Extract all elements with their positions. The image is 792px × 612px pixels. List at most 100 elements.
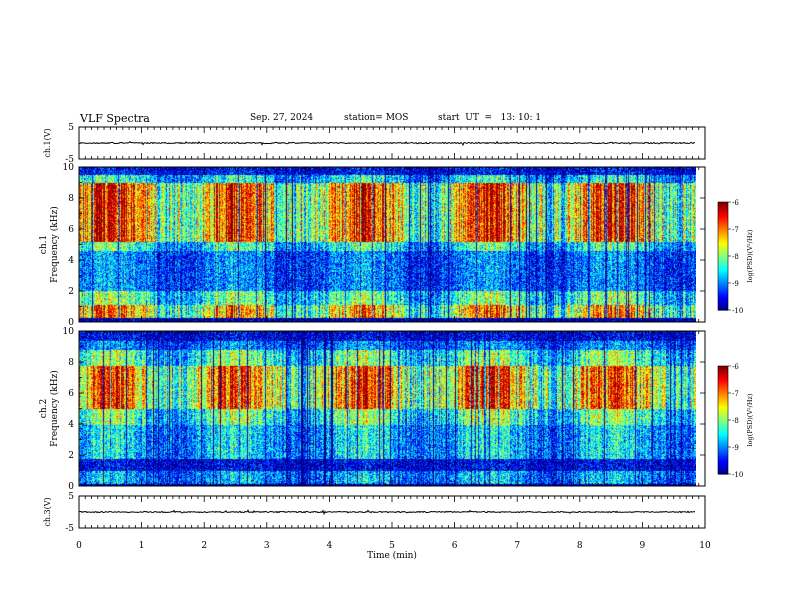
ch2-spectrogram-colorbar-cell — [718, 457, 728, 461]
ch2-spectrogram-colorbar-cell — [718, 384, 728, 387]
ch2-spectrogram-colorbar-cell — [718, 421, 728, 425]
ch2-spectrogram-colorbar-cell — [718, 434, 728, 437]
ch1-spectrogram-colorbar-cell — [718, 284, 728, 288]
ch2-spectrogram-colorbar-cell — [718, 466, 728, 470]
ch2-spectrogram-colorbar-cell — [718, 396, 728, 399]
ch1-spectrogram-colorbar-tick-label: -9 — [732, 280, 739, 288]
ch2-spectrogram-colorbar-cell — [718, 387, 728, 390]
station-label: station= MOS — [344, 113, 409, 123]
ch2-spectrogram-colorbar-cell — [718, 412, 728, 416]
ch2-spectrogram-colorbar-cell — [718, 456, 728, 459]
ch1-spectrogram-colorbar-cell — [718, 252, 728, 255]
xaxis-tick-label: 7 — [514, 541, 520, 551]
ch2-spectrogram-colorbar-cell — [718, 402, 728, 405]
ch2-spectrogram-colorbar-cell — [718, 430, 728, 434]
ch2-spectrogram-colorbar-cell — [718, 385, 728, 389]
ch2-spectrogram-colorbar-cell — [718, 452, 728, 455]
ch2-spectrogram-ytick-label: 0 — [68, 482, 74, 492]
ch2-spectrogram-colorbar-cell — [718, 367, 728, 371]
ch3-waveform-ytick-label: 5 — [68, 492, 74, 502]
ch1-spectrogram-colorbar-cell — [718, 216, 728, 219]
ch3-ylabel: ch.3(V) — [43, 497, 52, 526]
ch1-spectrogram-colorbar-cell — [718, 229, 728, 232]
ch1-spectrogram-ytick-label: 8 — [68, 194, 74, 204]
ch1-spectrogram-colorbar-cell — [718, 202, 728, 205]
ch1-spectrogram-colorbar-cell — [718, 207, 728, 210]
ch2-spectrogram-colorbar-cell — [718, 376, 728, 380]
ch2-spectrogram-colorbar-cell — [718, 423, 728, 426]
ch1-spectrogram-colorbar-cell — [718, 243, 728, 246]
ch2-spectrogram-colorbar-cell — [718, 391, 728, 394]
ch1-spectrogram-colorbar-cell — [718, 297, 728, 300]
ch2-spectrogram-colorbar-cell — [718, 438, 728, 441]
ch2-spectrogram-colorbar-cell — [718, 459, 728, 462]
xaxis-tick-label: 8 — [577, 541, 583, 551]
ch2-spectrogram-colorbar-cell — [718, 375, 728, 378]
ch1-spectrogram-colorbar-cell — [718, 254, 728, 257]
xaxis-tick-label: 4 — [327, 541, 333, 551]
ch2-spectrogram-colorbar-cell — [718, 439, 728, 443]
ch1-spectrogram-ytick-label: 6 — [68, 225, 74, 235]
ch2-spectrogram-colorbar-cell — [718, 416, 728, 419]
ch2-spectrogram-colorbar-cell — [718, 378, 728, 381]
ch1-spectrogram-colorbar-cell — [718, 268, 728, 271]
ch1-spectrogram-colorbar-cell — [718, 274, 728, 277]
ch1-spectrogram-colorbar-cell — [718, 257, 728, 261]
ch2-spectrogram-colorbar-cell — [718, 394, 728, 398]
ch1-spectrogram-colorbar-cell — [718, 265, 728, 268]
ch1-spectrogram-ytick-label: 0 — [68, 318, 74, 328]
ch2-spectrogram-colorbar-cell — [718, 443, 728, 446]
ch1-spectrogram-colorbar-cell — [718, 301, 728, 304]
ch1-spectrogram-ytick-label: 2 — [68, 287, 74, 297]
xaxis-tick-label: 6 — [452, 541, 458, 551]
ch2-spectrogram-colorbar-cell — [718, 373, 728, 376]
ch2-spectrogram-ytick-label: 4 — [68, 420, 74, 430]
ch1-spectrogram-colorbar-cell — [718, 212, 728, 216]
ch2-spectrogram-colorbar-cell — [718, 420, 728, 423]
ch1-spectrogram-colorbar-cell — [718, 220, 728, 223]
ch1-spectrogram-colorbar-tick-label: -7 — [732, 226, 739, 234]
ch2-spectrogram-colorbar-cell — [718, 393, 728, 396]
ch1-spectrogram-colorbar-cell — [718, 290, 728, 293]
ch2-spectrogram-colorbar-cell — [718, 432, 728, 435]
ch1-spectrogram-colorbar-cell — [718, 209, 728, 212]
ch1-spectrogram-colorbar-cell — [718, 299, 728, 302]
ch1-spectrogram-colorbar-cell — [718, 234, 728, 237]
ch1-spectrogram-colorbar-cell — [718, 227, 728, 230]
ch1-spectrogram-colorbar-cell — [718, 286, 728, 289]
ch1-spectrogram-colorbar-cell — [718, 281, 728, 284]
start-ut-label: start UT = 13: 10: 1 — [438, 113, 542, 123]
ch2-spectrogram-colorbar-cell — [718, 389, 728, 392]
ch1-spectrogram-colorbar-cell — [718, 261, 728, 264]
ch2-spectrogram-colorbar-label: log(PSD)(V²/Hz) — [746, 393, 754, 446]
ch1-spectrogram-colorbar-cell — [718, 306, 728, 309]
ch2-spectrogram-ytick-label: 2 — [68, 451, 74, 461]
ch2-spectrogram-colorbar-cell — [718, 369, 728, 372]
ch2-spectrogram-colorbar-cell — [718, 400, 728, 403]
ch1-spectrogram-colorbar-cell — [718, 304, 728, 307]
ch2-spectrogram-colorbar-cell — [718, 366, 728, 369]
ch1-spectrogram-colorbar-cell — [718, 263, 728, 266]
ch1-spectrogram-colorbar-cell — [718, 223, 728, 226]
ch2-spectrogram-colorbar-tick-label: -8 — [732, 417, 739, 425]
ch2-spectrogram-colorbar-cell — [718, 425, 728, 428]
ch2-spectrogram-colorbar-cell — [718, 454, 728, 457]
ch1-spectrogram-colorbar-cell — [718, 288, 728, 291]
ch2-spectrogram-colorbar-cell — [718, 463, 728, 466]
ch2-spectrogram-colorbar-cell — [718, 407, 728, 410]
ch1-spectrogram-colorbar-cell — [718, 225, 728, 228]
ch1-spectrogram-colorbar-cell — [718, 279, 728, 282]
ch1-spectrogram-colorbar-tick-label: -6 — [732, 199, 739, 207]
ch2-spectrogram-colorbar-cell — [718, 371, 728, 374]
xaxis-tick-label: 1 — [139, 541, 145, 551]
ch1-spectrogram-colorbar-cell — [718, 238, 728, 241]
ch2-spectrogram-colorbar-cell — [718, 427, 728, 430]
ch2-spectrogram-colorbar-cell — [718, 436, 728, 439]
ch1-spectrogram-ytick-label: 4 — [68, 256, 74, 266]
ch1-spectrogram-colorbar-cell — [718, 275, 728, 279]
ch1-spectrogram-colorbar-cell — [718, 308, 728, 311]
ch1-waveform-trace — [78, 140, 696, 146]
ch2-spectrogram-colorbar-cell — [718, 441, 728, 444]
ch1-spectrogram-ylabel-2: Frequency (kHz) — [49, 206, 60, 283]
